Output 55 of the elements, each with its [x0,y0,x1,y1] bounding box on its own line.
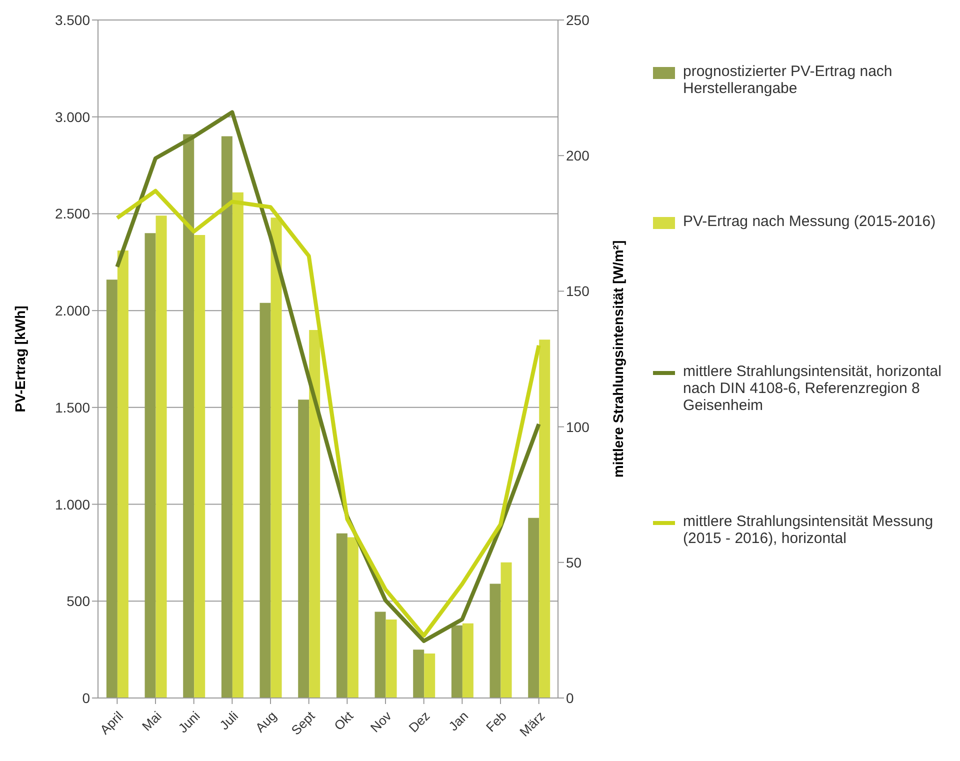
bar [144,233,156,698]
bar [451,625,462,698]
y2-tick-label: 100 [566,418,590,435]
y-tick-label: 500 [66,593,90,610]
y2-tick-label: 50 [566,554,582,570]
bar [309,330,320,698]
y2-tick-label: 150 [566,283,590,300]
bar [500,562,512,698]
legend-label: mittlere Strahlungsintensität Messung (2015 - 2016), horizontal [683,513,934,547]
y-axis-title: PV-Ertrag [kWh] [12,306,28,412]
bar [270,218,282,698]
bar [106,280,118,698]
bar [117,250,128,698]
bar [221,136,232,698]
x-tick-label: Dez [406,708,433,736]
bar [298,400,310,698]
bar [347,537,358,698]
x-tick-label: Nov [367,708,395,736]
y-tick-label: 3.000 [54,108,90,125]
bar [374,612,386,698]
bar [413,650,424,698]
y-tick-label: 2.000 [54,302,90,319]
x-tick-label: Mai [138,708,164,734]
y-tick-label: 0 [82,690,90,706]
bar [462,623,474,698]
x-tick-label: Juli [216,708,242,733]
y2-axis-title: mittlere Strahlungsintensität [W/m²] [610,240,626,478]
bar [156,216,167,698]
x-tick-label: Aug [252,708,280,736]
bar [336,533,348,698]
y2-tick-label: 250 [566,12,590,28]
bar [260,302,271,698]
bar [232,192,244,698]
legend-label: mittlere Strahlungsintensität, horizontal nach DIN 4108-6, Referenzregion 8 Geisenheim [683,363,942,414]
bar [424,653,436,698]
x-tick-label: Okt [331,708,356,734]
y-tick-label: 1.500 [54,399,90,416]
legend-label: PV-Ertrag nach Messung (2015-2016) [683,213,936,230]
line-series [115,188,541,638]
y2-tick-label: 0 [566,690,574,706]
x-tick-label: Feb [482,708,510,735]
y2-tick-label: 200 [566,148,590,164]
line-series [115,110,541,644]
y-tick-label: 3.500 [54,12,90,28]
bar [183,134,194,698]
x-tick-label: Juni [175,708,203,736]
legend-label: prognostizierter PV-Ertrag nach Herstellerangabe [683,63,894,97]
bar [386,620,397,698]
y-tick-label: 2.500 [54,206,90,222]
bar [194,235,206,698]
bar [539,340,550,698]
bar [490,584,501,698]
bar [528,518,540,698]
x-tick-label: Jan [446,708,472,734]
y-tick-label: 1.000 [54,496,90,512]
